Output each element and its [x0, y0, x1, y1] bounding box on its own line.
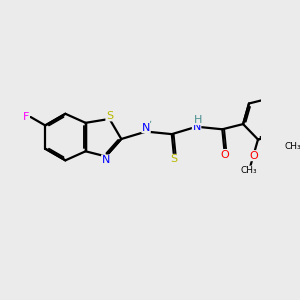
Text: O: O [249, 151, 258, 161]
Text: CH₃: CH₃ [241, 166, 257, 175]
Text: N: N [102, 155, 110, 165]
Text: N: N [192, 122, 201, 132]
Text: S: S [170, 154, 178, 164]
Text: CH₃: CH₃ [285, 142, 300, 151]
Text: F: F [23, 112, 29, 122]
Text: ʼ: ʼ [148, 120, 151, 130]
Text: O: O [220, 149, 229, 160]
Text: S: S [106, 111, 113, 121]
Text: N: N [142, 123, 150, 133]
Text: H: H [194, 115, 202, 125]
